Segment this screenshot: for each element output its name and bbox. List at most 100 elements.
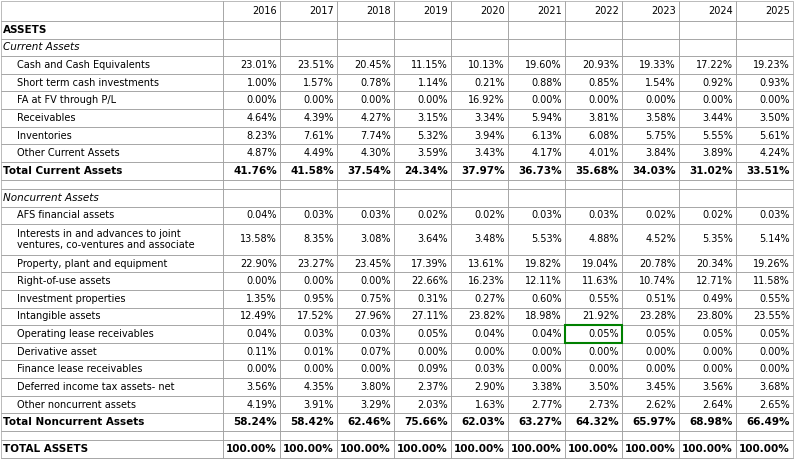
Text: 4.17%: 4.17%	[532, 148, 562, 158]
Bar	[508, 127, 565, 144]
Text: 13.61%: 13.61%	[468, 258, 505, 269]
Text: 0.88%: 0.88%	[532, 78, 562, 88]
Text: 2017: 2017	[310, 6, 334, 16]
Text: 3.68%: 3.68%	[759, 382, 790, 392]
Text: 0.05%: 0.05%	[702, 329, 733, 339]
Text: 0.04%: 0.04%	[474, 329, 505, 339]
Text: 65.97%: 65.97%	[633, 417, 676, 427]
Bar	[565, 414, 622, 431]
Text: 37.54%: 37.54%	[347, 166, 391, 176]
Bar	[679, 207, 736, 224]
Text: 0.00%: 0.00%	[247, 276, 277, 286]
Bar	[679, 343, 736, 360]
Text: 100.00%: 100.00%	[455, 444, 505, 454]
Text: 3.80%: 3.80%	[361, 382, 391, 392]
Text: Other Current Assets: Other Current Assets	[17, 148, 119, 158]
Bar	[1, 91, 223, 109]
Bar	[280, 440, 337, 458]
Text: 0.00%: 0.00%	[646, 364, 676, 374]
Text: 20.45%: 20.45%	[354, 60, 391, 70]
Text: 16.92%: 16.92%	[468, 95, 505, 105]
Text: 0.11%: 0.11%	[247, 347, 277, 357]
Bar	[679, 189, 736, 207]
Bar	[622, 431, 679, 440]
Text: 5.61%: 5.61%	[759, 130, 790, 140]
Text: Short term cash investments: Short term cash investments	[17, 78, 159, 88]
Bar	[679, 431, 736, 440]
Bar	[622, 343, 679, 360]
Text: 3.43%: 3.43%	[474, 148, 505, 158]
Bar	[280, 127, 337, 144]
Bar	[451, 127, 508, 144]
Text: 62.03%: 62.03%	[462, 417, 505, 427]
Bar	[451, 414, 508, 431]
Bar	[508, 396, 565, 414]
Bar	[337, 109, 394, 127]
Bar	[736, 127, 793, 144]
Bar	[736, 179, 793, 189]
Bar	[223, 144, 280, 162]
Bar	[337, 360, 394, 378]
Text: 2019: 2019	[423, 6, 448, 16]
Text: 0.00%: 0.00%	[588, 95, 619, 105]
Text: 0.78%: 0.78%	[361, 78, 391, 88]
Bar	[1, 396, 223, 414]
Bar	[1, 39, 223, 56]
Bar	[565, 343, 622, 360]
Text: 3.64%: 3.64%	[417, 235, 448, 245]
Bar	[223, 109, 280, 127]
Text: 23.51%: 23.51%	[297, 60, 334, 70]
Bar	[337, 179, 394, 189]
Bar	[451, 378, 508, 396]
Bar	[622, 207, 679, 224]
Bar	[1, 56, 223, 74]
Bar	[223, 272, 280, 290]
Text: 34.03%: 34.03%	[632, 166, 676, 176]
Text: 19.82%: 19.82%	[525, 258, 562, 269]
Text: 0.04%: 0.04%	[532, 329, 562, 339]
Text: 33.51%: 33.51%	[747, 166, 790, 176]
Text: Deferred income tax assets- net: Deferred income tax assets- net	[17, 382, 174, 392]
Bar	[280, 56, 337, 74]
Bar	[451, 325, 508, 343]
Bar	[508, 207, 565, 224]
Bar	[394, 1, 451, 21]
Text: Cash and Cash Equivalents: Cash and Cash Equivalents	[17, 60, 150, 70]
Text: 7.74%: 7.74%	[361, 130, 391, 140]
Text: 3.94%: 3.94%	[474, 130, 505, 140]
Bar	[736, 378, 793, 396]
Text: 0.04%: 0.04%	[247, 329, 277, 339]
Bar	[337, 343, 394, 360]
Bar	[223, 255, 280, 272]
Bar	[451, 39, 508, 56]
Text: TOTAL ASSETS: TOTAL ASSETS	[3, 444, 88, 454]
Bar	[736, 224, 793, 255]
Bar	[1, 290, 223, 308]
Bar	[394, 144, 451, 162]
Bar	[622, 378, 679, 396]
Text: 31.02%: 31.02%	[689, 166, 733, 176]
Text: 0.55%: 0.55%	[759, 294, 790, 304]
Text: 0.02%: 0.02%	[417, 210, 448, 220]
Text: 100.00%: 100.00%	[625, 444, 676, 454]
Bar	[1, 255, 223, 272]
Text: Operating lease receivables: Operating lease receivables	[17, 329, 154, 339]
Bar	[736, 414, 793, 431]
Bar	[451, 440, 508, 458]
Text: Intangible assets: Intangible assets	[17, 312, 100, 321]
Text: 0.00%: 0.00%	[588, 364, 619, 374]
Text: 3.56%: 3.56%	[702, 382, 733, 392]
Bar	[622, 127, 679, 144]
Bar	[223, 56, 280, 74]
Text: 17.52%: 17.52%	[297, 312, 334, 321]
Bar	[451, 144, 508, 162]
Bar	[337, 440, 394, 458]
Bar	[736, 56, 793, 74]
Bar	[451, 189, 508, 207]
Text: 17.22%: 17.22%	[696, 60, 733, 70]
Text: 3.38%: 3.38%	[532, 382, 562, 392]
Text: 63.27%: 63.27%	[518, 417, 562, 427]
Text: 0.03%: 0.03%	[303, 210, 334, 220]
Bar	[1, 144, 223, 162]
Text: Total Current Assets: Total Current Assets	[3, 166, 123, 176]
